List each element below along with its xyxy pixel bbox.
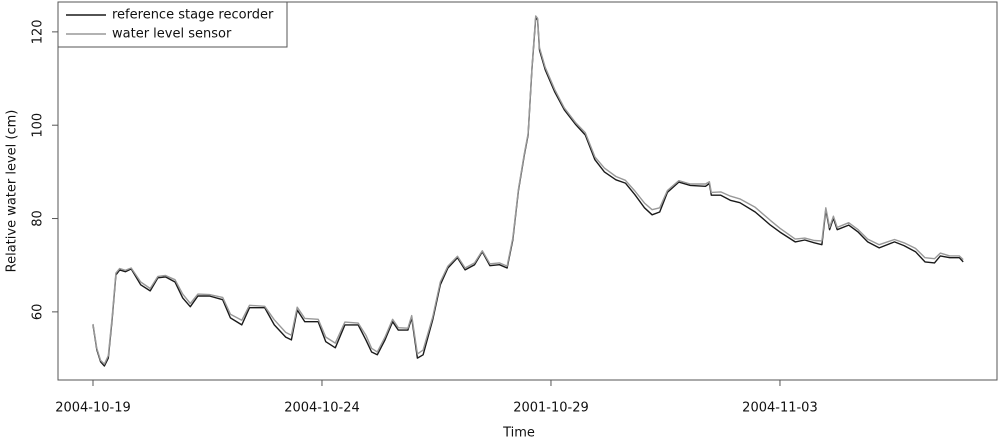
x-axis-label: Time — [502, 426, 535, 441]
series-line — [92, 17, 964, 367]
y-tick-label: 80 — [31, 210, 46, 227]
x-tick-label: 2004-10-24 — [284, 401, 360, 416]
legend-label: reference stage recorder — [112, 8, 274, 23]
x-tick-label: 2004-11-03 — [742, 401, 818, 416]
y-tick-label: 60 — [31, 304, 46, 321]
plot-frame — [57, 1, 998, 381]
y-tick-label: 120 — [31, 19, 46, 44]
y-axis-label: Relative water level (cm) — [5, 110, 20, 273]
legend-label: water level sensor — [112, 27, 232, 42]
x-tick-label: 2004-10-19 — [55, 401, 131, 416]
y-tick-label: 100 — [31, 113, 46, 138]
legend-box — [57, 1, 288, 48]
x-tick-label: 2001-10-29 — [513, 401, 589, 416]
series-line — [92, 15, 964, 365]
